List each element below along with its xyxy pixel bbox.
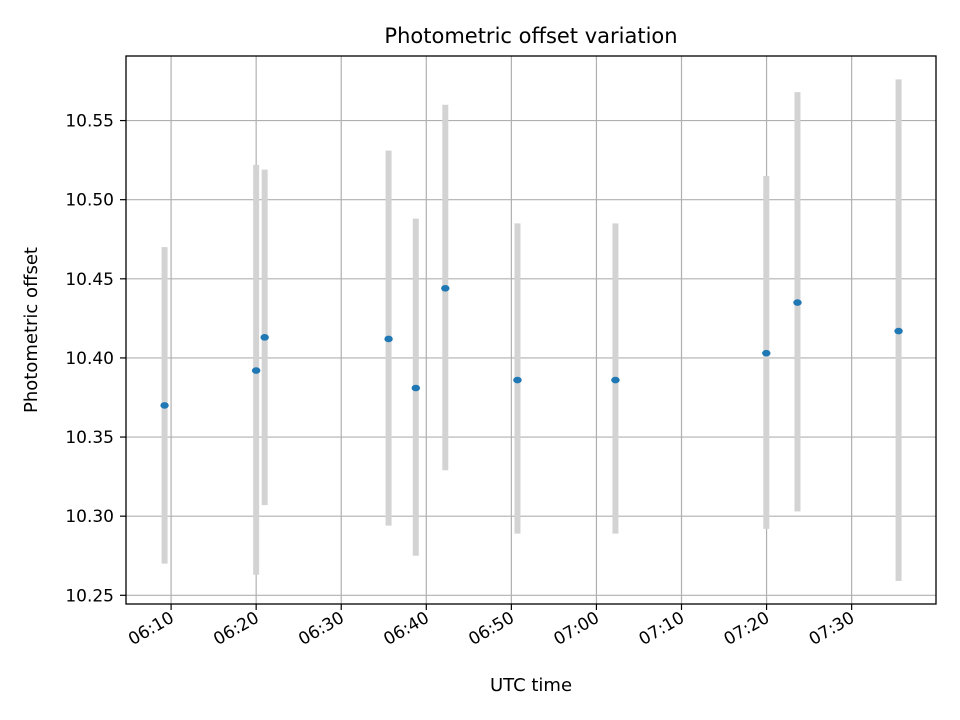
x-tick-label: 06:50 [465,608,517,650]
x-tick-label: 06:10 [125,608,177,650]
x-tick-label: 06:30 [295,608,347,650]
x-tick-label: 06:40 [380,608,432,650]
y-tick-label: 10.40 [65,349,114,369]
data-point [160,402,169,409]
y-tick-label: 10.45 [65,270,114,290]
x-tick-label: 07:00 [550,608,602,650]
data-point [260,334,269,341]
x-tick-label: 07:20 [721,608,773,650]
data-point [793,299,802,306]
data-point [441,285,450,292]
y-axis-title: Photometric offset [21,247,42,413]
y-tick-label: 10.35 [65,428,114,448]
data-point [251,367,261,374]
y-axis: 10.25 10.30 10.35 10.40 10.45 10.50 10.55 [65,112,126,606]
y-tick-label: 10.50 [65,191,114,211]
data-point [894,327,903,335]
y-tick-label: 10.30 [65,507,114,527]
data-points [160,285,903,409]
data-point [762,349,771,357]
data-point [611,376,620,384]
x-tick-label: 06:20 [210,608,262,650]
y-tick-label: 10.25 [65,586,114,606]
chart-title: Photometric offset variation [384,24,677,48]
plot-frame [125,55,937,605]
data-point [411,384,421,392]
y-tick-label: 10.55 [65,112,114,132]
x-tick-label: 07:10 [636,608,688,650]
data-point [384,335,393,343]
error-bars [161,79,902,582]
x-tick-label: 07:30 [806,608,858,650]
x-axis: 06:10 06:20 06:30 06:40 06:50 07:00 07:10 07:20… [125,604,858,650]
grid [126,56,936,604]
x-axis-title: UTC time [490,675,572,696]
data-point [513,376,522,384]
